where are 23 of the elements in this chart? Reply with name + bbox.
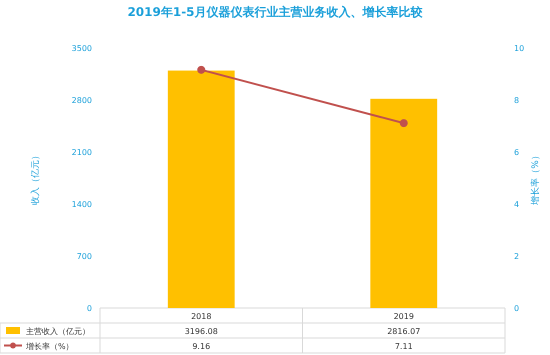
y-tick-label: 3500 bbox=[72, 44, 92, 53]
data-label: 7.11 bbox=[394, 342, 413, 351]
x-tick-label: 2019 bbox=[394, 312, 414, 321]
y-tick-label: 2100 bbox=[72, 148, 92, 157]
chart-title: 2019年1-5月仪器仪表行业主营业务收入、增长率比较 bbox=[127, 5, 424, 19]
legend-label: 主营收入（亿元） bbox=[26, 327, 90, 336]
y2-tick-label: 6 bbox=[514, 148, 520, 157]
y2-tick-label: 10 bbox=[514, 44, 524, 53]
y-tick-label: 700 bbox=[76, 252, 92, 261]
y2-axis-title: 增长率（%） bbox=[530, 151, 541, 206]
y2-tick-label: 2 bbox=[514, 252, 520, 261]
x-tick-label: 2018 bbox=[191, 312, 212, 321]
y2-tick-label: 0 bbox=[514, 304, 520, 313]
y2-tick-label: 4 bbox=[514, 200, 520, 209]
data-label: 3196.08 bbox=[184, 327, 218, 336]
y-tick-label: 1400 bbox=[72, 200, 92, 209]
data-label: 2816.07 bbox=[387, 327, 420, 336]
data-label: 9.16 bbox=[192, 342, 210, 351]
y-tick-label: 0 bbox=[86, 304, 92, 313]
legend-label: 增长率（%） bbox=[25, 342, 74, 351]
y2-tick-label: 8 bbox=[514, 96, 520, 105]
y-tick-label: 2800 bbox=[72, 96, 92, 105]
y-axis-title: 收入（亿元） bbox=[30, 151, 41, 205]
